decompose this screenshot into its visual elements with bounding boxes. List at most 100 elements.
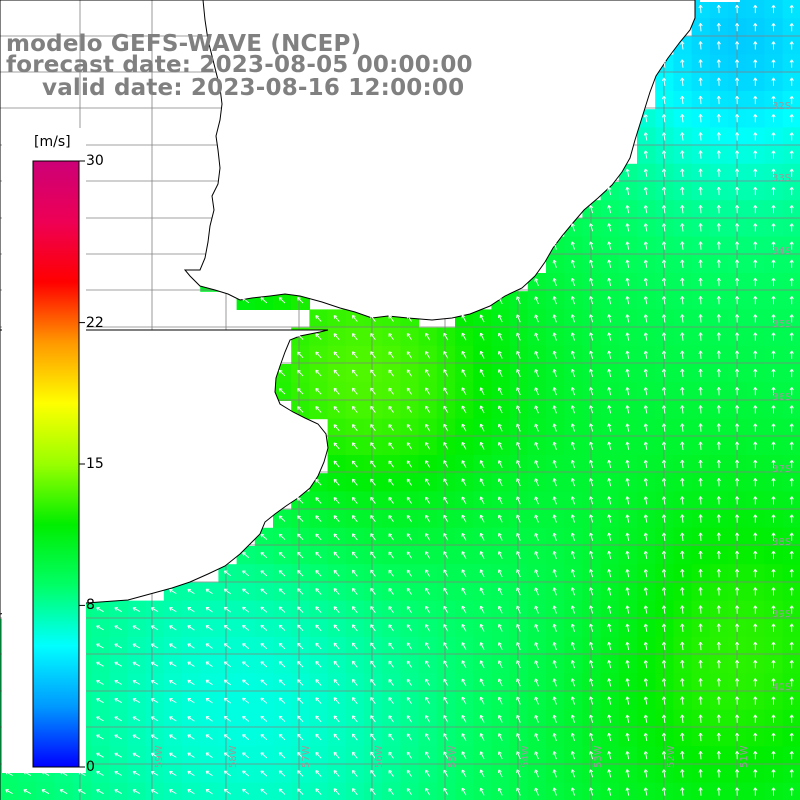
wind-arrow <box>242 697 250 704</box>
field-cell <box>0 782 19 800</box>
wind-arrow <box>534 642 539 650</box>
wind-arrow <box>534 278 539 286</box>
wind-arrow <box>570 514 575 523</box>
wind-arrow <box>461 423 467 432</box>
wind-arrow <box>425 751 431 759</box>
wind-arrow <box>789 23 794 32</box>
wind-arrow <box>661 587 667 596</box>
wind-arrow <box>589 296 594 305</box>
wind-arrow <box>260 679 268 686</box>
wind-arrow <box>333 569 340 577</box>
wind-arrow <box>406 442 413 450</box>
wind-arrow <box>534 751 539 760</box>
wind-arrow <box>789 787 794 796</box>
wind-arrow <box>607 496 612 505</box>
wind-arrow <box>479 714 485 723</box>
wind-arrow <box>242 715 250 722</box>
wind-arrow <box>351 533 358 541</box>
wind-arrow <box>351 424 358 432</box>
wind-arrow <box>753 769 758 778</box>
wind-arrow <box>625 696 630 705</box>
wind-arrow <box>589 405 594 414</box>
wind-arrow <box>425 787 431 796</box>
wind-arrow <box>187 661 195 667</box>
wind-arrow <box>570 532 575 541</box>
wind-arrow <box>661 368 667 378</box>
wind-arrow <box>169 607 177 613</box>
wind-arrow <box>479 496 485 505</box>
wind-arrow <box>771 532 776 541</box>
wind-arrow <box>698 132 703 141</box>
wind-arrow <box>698 605 703 614</box>
wind-arrow <box>297 351 304 359</box>
wind-arrow <box>333 788 340 795</box>
longitude-label: 59W <box>154 745 165 768</box>
colorbar-tick-label: 0 <box>86 759 95 775</box>
wind-arrow <box>680 296 685 305</box>
wind-arrow <box>552 441 557 450</box>
wind-arrow <box>552 569 557 578</box>
wind-arrow <box>625 223 630 232</box>
wind-arrow <box>735 623 740 632</box>
wind-arrow <box>643 769 648 778</box>
wind-arrow <box>443 423 449 432</box>
wind-arrow <box>698 660 703 669</box>
colorbar-tick-label: 30 <box>86 153 104 169</box>
wind-arrow <box>370 660 376 668</box>
wind-arrow <box>516 332 521 341</box>
wind-arrow <box>589 478 594 487</box>
wind-arrow <box>589 514 594 523</box>
wind-arrow <box>497 569 503 578</box>
wind-arrow <box>589 769 594 778</box>
wind-arrow <box>643 678 648 687</box>
wind-arrow <box>351 314 358 322</box>
wind-arrow <box>698 569 703 578</box>
field-cell <box>418 782 438 800</box>
wind-arrow <box>589 605 594 614</box>
wind-arrow <box>278 588 286 595</box>
wind-arrow <box>297 642 304 650</box>
wind-arrow <box>406 678 413 687</box>
wind-arrow <box>789 514 794 523</box>
wind-arrow <box>570 314 575 323</box>
wind-arrow <box>114 643 123 649</box>
wind-arrow <box>789 641 794 651</box>
wind-arrow <box>570 678 575 687</box>
wind-arrow <box>698 277 703 287</box>
wind-arrow <box>789 259 794 268</box>
wind-arrow <box>680 186 685 196</box>
wind-arrow <box>479 478 485 487</box>
wind-arrow <box>698 368 703 378</box>
wind-arrow <box>789 59 794 68</box>
wind-arrow <box>625 478 630 487</box>
wind-arrow <box>370 697 376 705</box>
wind-arrow <box>753 41 758 50</box>
wind-arrow <box>552 550 557 560</box>
wind-arrow <box>516 769 521 778</box>
wind-arrow <box>315 679 322 686</box>
wind-arrow <box>205 679 213 686</box>
wind-arrow <box>625 732 630 742</box>
wind-arrow <box>789 4 794 14</box>
wind-arrow <box>680 751 685 760</box>
wind-arrow <box>735 59 740 68</box>
wind-arrow <box>260 588 268 595</box>
wind-arrow <box>698 241 703 250</box>
wind-arrow <box>315 733 322 741</box>
wind-arrow <box>789 587 794 596</box>
wind-arrow <box>425 496 431 505</box>
wind-arrow <box>333 497 340 504</box>
wind-arrow <box>607 314 612 323</box>
wind-arrow <box>443 587 449 596</box>
wind-arrow <box>132 752 141 758</box>
wind-arrow <box>607 660 612 669</box>
wind-arrow <box>643 387 648 396</box>
wind-arrow <box>716 496 721 505</box>
wind-arrow <box>333 642 340 650</box>
wind-arrow <box>771 569 776 578</box>
wind-arrow <box>132 643 141 649</box>
field-cell <box>18 782 37 800</box>
field-cell <box>182 782 201 800</box>
latitude-label: 38S <box>772 537 792 548</box>
wind-arrow <box>278 369 286 377</box>
